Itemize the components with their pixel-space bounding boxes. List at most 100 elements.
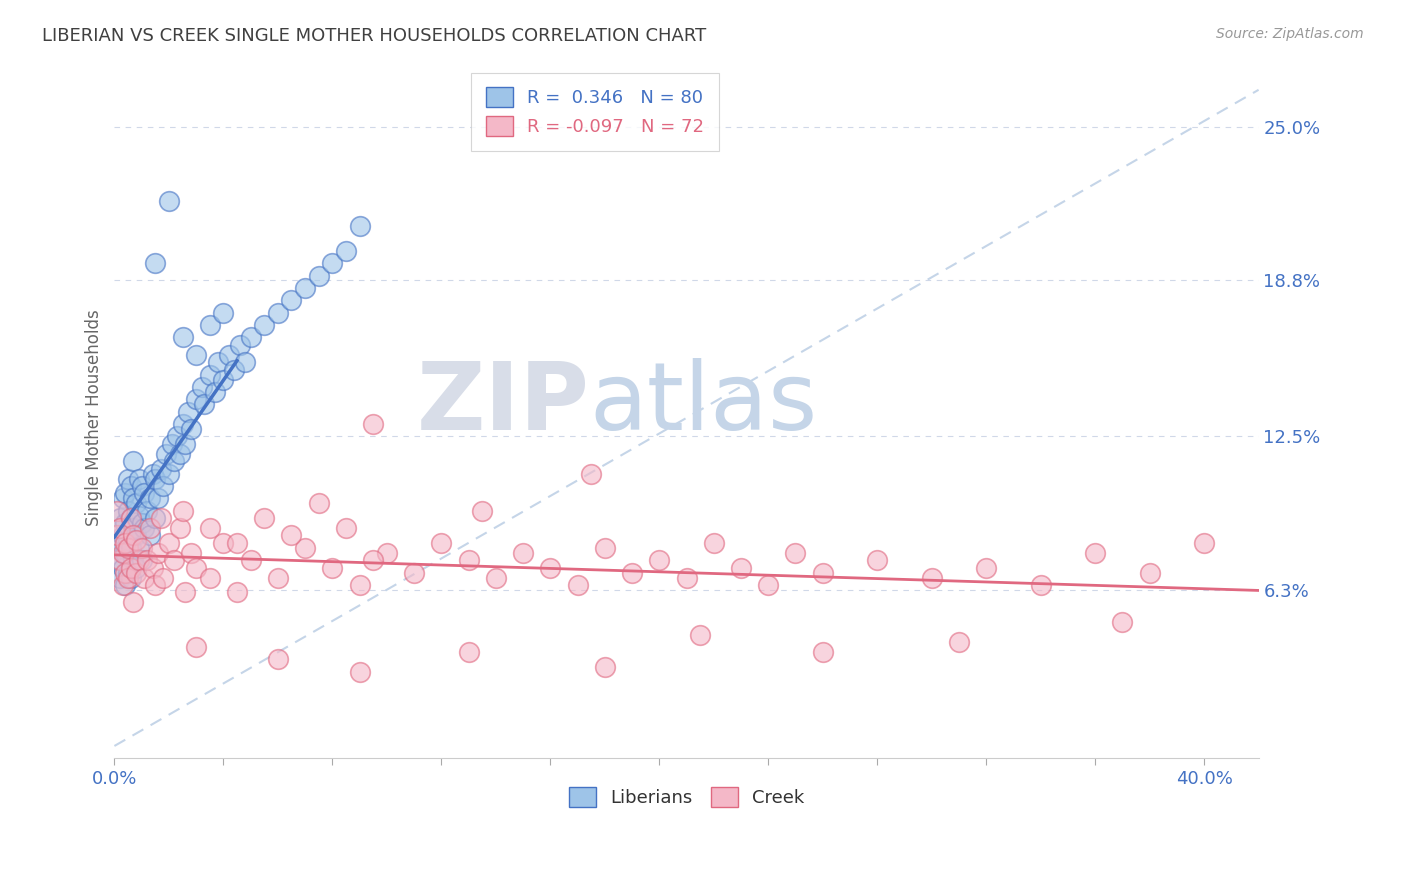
Point: [1029, 578, 1052, 592]
Point: [756, 578, 779, 592]
Point: [122, 454, 145, 468]
Point: [212, 536, 235, 550]
Point: [512, 546, 534, 560]
Point: [117, 504, 139, 518]
Point: [703, 536, 725, 550]
Point: [149, 461, 172, 475]
Point: [122, 491, 145, 506]
Point: [239, 553, 262, 567]
Point: [134, 571, 156, 585]
Point: [675, 571, 697, 585]
Point: [689, 627, 711, 641]
Point: [430, 536, 453, 550]
Y-axis label: Single Mother Households: Single Mother Households: [86, 310, 103, 526]
Point: [131, 541, 153, 555]
Point: [239, 330, 262, 344]
Point: [120, 479, 142, 493]
Point: [267, 306, 290, 320]
Point: [152, 479, 174, 493]
Point: [120, 560, 142, 574]
Point: [253, 511, 276, 525]
Point: [139, 528, 162, 542]
Point: [229, 338, 252, 352]
Point: [648, 553, 671, 567]
Point: [105, 504, 128, 518]
Point: [143, 578, 166, 592]
Point: [198, 368, 221, 382]
Point: [361, 553, 384, 567]
Point: [141, 560, 163, 574]
Point: [186, 640, 208, 654]
Point: [349, 665, 371, 679]
Point: [157, 536, 180, 550]
Point: [174, 437, 197, 451]
Point: [136, 504, 159, 518]
Point: [579, 467, 602, 481]
Point: [146, 546, 169, 560]
Point: [125, 560, 148, 574]
Legend: Liberians, Creek: Liberians, Creek: [561, 780, 811, 814]
Point: [157, 194, 180, 209]
Point: [131, 516, 153, 530]
Point: [157, 467, 180, 481]
Point: [117, 566, 139, 580]
Point: [948, 635, 970, 649]
Point: [111, 560, 134, 574]
Point: [128, 553, 150, 567]
Point: [1111, 615, 1133, 629]
Point: [186, 348, 208, 362]
Point: [111, 546, 134, 560]
Point: [111, 578, 134, 592]
Point: [136, 553, 159, 567]
Point: [204, 384, 226, 399]
Point: [172, 417, 194, 431]
Text: atlas: atlas: [589, 359, 817, 450]
Point: [457, 645, 479, 659]
Point: [114, 546, 136, 560]
Point: [160, 437, 183, 451]
Point: [108, 571, 131, 585]
Point: [198, 571, 221, 585]
Point: [122, 528, 145, 542]
Point: [471, 504, 494, 518]
Point: [128, 541, 150, 555]
Point: [172, 504, 194, 518]
Point: [226, 585, 249, 599]
Point: [294, 281, 316, 295]
Point: [349, 578, 371, 592]
Point: [593, 541, 616, 555]
Text: ZIP: ZIP: [416, 359, 589, 450]
Point: [108, 541, 131, 555]
Point: [921, 571, 943, 585]
Point: [621, 566, 644, 580]
Point: [267, 571, 290, 585]
Point: [114, 536, 136, 550]
Point: [218, 348, 240, 362]
Point: [280, 528, 302, 542]
Text: LIBERIAN VS CREEK SINGLE MOTHER HOUSEHOLDS CORRELATION CHART: LIBERIAN VS CREEK SINGLE MOTHER HOUSEHOL…: [42, 27, 706, 45]
Point: [134, 486, 156, 500]
Point: [811, 645, 834, 659]
Point: [122, 595, 145, 609]
Point: [125, 496, 148, 510]
Text: Source: ZipAtlas.com: Source: ZipAtlas.com: [1216, 27, 1364, 41]
Point: [108, 521, 131, 535]
Point: [180, 422, 202, 436]
Point: [267, 652, 290, 666]
Point: [125, 566, 148, 580]
Point: [730, 560, 752, 574]
Point: [308, 496, 330, 510]
Point: [1192, 536, 1215, 550]
Point: [166, 429, 188, 443]
Point: [308, 268, 330, 283]
Point: [105, 528, 128, 542]
Point: [974, 560, 997, 574]
Point: [114, 566, 136, 580]
Point: [186, 560, 208, 574]
Point: [212, 372, 235, 386]
Point: [108, 553, 131, 567]
Point: [485, 571, 508, 585]
Point: [143, 511, 166, 525]
Point: [1084, 546, 1107, 560]
Point: [120, 511, 142, 525]
